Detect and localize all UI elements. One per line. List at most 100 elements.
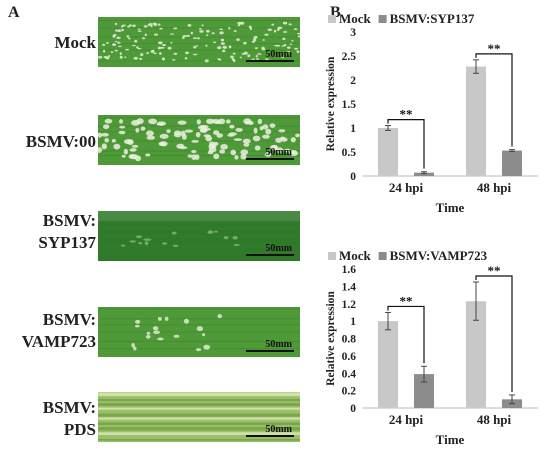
leaf-spot	[196, 119, 201, 125]
leaf-spot	[123, 139, 133, 145]
leaf-spot	[133, 56, 138, 60]
y-tick-label: 0	[350, 171, 356, 183]
leaf-spot	[255, 36, 258, 39]
leaf-spot	[117, 29, 122, 33]
leaf-spot	[141, 37, 146, 40]
leaf-spot	[98, 55, 103, 59]
leaf-spot	[150, 49, 155, 53]
leaf-spot	[257, 118, 263, 125]
leaf-spot	[145, 334, 151, 339]
leaf-spot	[294, 47, 298, 50]
leaf-spot	[135, 235, 142, 239]
leaf-spot	[262, 39, 265, 41]
leaf-spot	[255, 54, 258, 58]
leaf-spot	[146, 331, 151, 335]
leaf-spot	[130, 119, 140, 126]
leaf-spot	[121, 28, 124, 32]
chart-vamp723-expression: Mock BSMV:VAMP723 0 0.2 0.4 0.6 0.8 1 1.2 1.4 1.6 R…	[325, 248, 538, 447]
leaf-spot	[275, 137, 283, 143]
leaf-spot	[275, 44, 280, 47]
leaf-spot	[252, 38, 257, 42]
leaf-spot	[219, 28, 223, 30]
bar	[378, 128, 398, 176]
leaf-label-line: SYP137	[38, 233, 96, 252]
leaf-spot	[257, 53, 262, 55]
y-tick-label: 2	[350, 75, 356, 87]
error-bar	[385, 311, 391, 331]
leaf-vein	[98, 227, 300, 229]
leaf-spot	[240, 149, 249, 155]
leaf-photo	[98, 307, 300, 357]
leaf-label-line: VAMP723	[21, 332, 96, 351]
leaf-spot	[173, 244, 179, 248]
leaf-spot	[232, 52, 236, 55]
leaf-spot	[197, 125, 207, 130]
leaf-spot	[274, 44, 277, 47]
leaf-spot	[132, 44, 136, 47]
bar	[502, 150, 522, 176]
leaf-spot	[186, 35, 191, 38]
leaf-spot	[222, 49, 226, 53]
leaf-spot	[234, 154, 239, 160]
leaf-spot	[121, 25, 124, 28]
bar	[466, 301, 486, 408]
leaf-spot	[139, 57, 143, 60]
significance-bracket	[387, 305, 425, 364]
leaf-spot	[114, 40, 118, 43]
leaf-spot	[201, 24, 204, 27]
leaf-spot	[140, 126, 146, 131]
leaf-spot	[195, 131, 201, 138]
error-bar	[509, 394, 515, 405]
leaf-spot	[206, 29, 210, 33]
legend-swatch	[328, 252, 336, 260]
leaf-spot	[262, 134, 270, 139]
error-bar	[509, 149, 515, 153]
y-tick-label: 0.2	[342, 386, 357, 398]
leaf-spot	[116, 36, 121, 39]
leaf-spot	[113, 143, 121, 150]
leaf-spot	[286, 51, 291, 54]
leaf-spot	[98, 147, 103, 153]
leaf-spot	[242, 138, 251, 144]
leaf-spot	[202, 333, 206, 337]
leaf-spot	[124, 56, 127, 59]
leaf-spot	[217, 46, 222, 50]
leaf-spot	[112, 43, 117, 47]
leaf-spot	[219, 149, 226, 154]
y-tick-label: 0.5	[342, 147, 357, 159]
leaf-spot	[293, 28, 298, 30]
significance-label: **	[488, 41, 501, 56]
bracket-line	[387, 119, 425, 169]
y-tick-label: 3	[350, 27, 356, 39]
leaf-stripe	[98, 413, 300, 417]
leaf-spot	[280, 137, 288, 142]
leaf-photo	[98, 211, 300, 261]
leaf-spot	[101, 143, 108, 150]
leaf-spot	[132, 24, 136, 27]
leaf-image-syp137: 50mm	[98, 211, 300, 261]
leaf-spot	[157, 46, 162, 50]
y-tick-label: 1.4	[342, 281, 357, 293]
leaf-spot	[157, 121, 167, 126]
error-bar	[421, 365, 427, 383]
leaf-spot	[161, 57, 165, 61]
leaf-spot	[282, 37, 286, 41]
leaf-spot	[270, 145, 278, 150]
leaf-spot	[129, 148, 137, 152]
leaf-spot	[220, 144, 228, 150]
leaf-spot	[124, 48, 130, 51]
leaf-spot	[206, 118, 215, 125]
leaf-spot	[126, 35, 130, 38]
leaf-label-line: BSMV:	[42, 211, 96, 230]
leaf-vein	[98, 19, 300, 21]
leaf-spot	[152, 326, 159, 331]
leaf-image-bsmv00: 50mm	[98, 115, 300, 165]
leaf-spot	[236, 38, 240, 41]
leaf-spot	[213, 153, 220, 160]
leaf-spot	[275, 147, 284, 154]
leaf-spot	[217, 314, 223, 319]
leaf-spot	[198, 28, 202, 30]
leaf-spot	[121, 154, 126, 158]
leaf-spot	[191, 139, 199, 143]
leaf-spot	[144, 241, 149, 246]
